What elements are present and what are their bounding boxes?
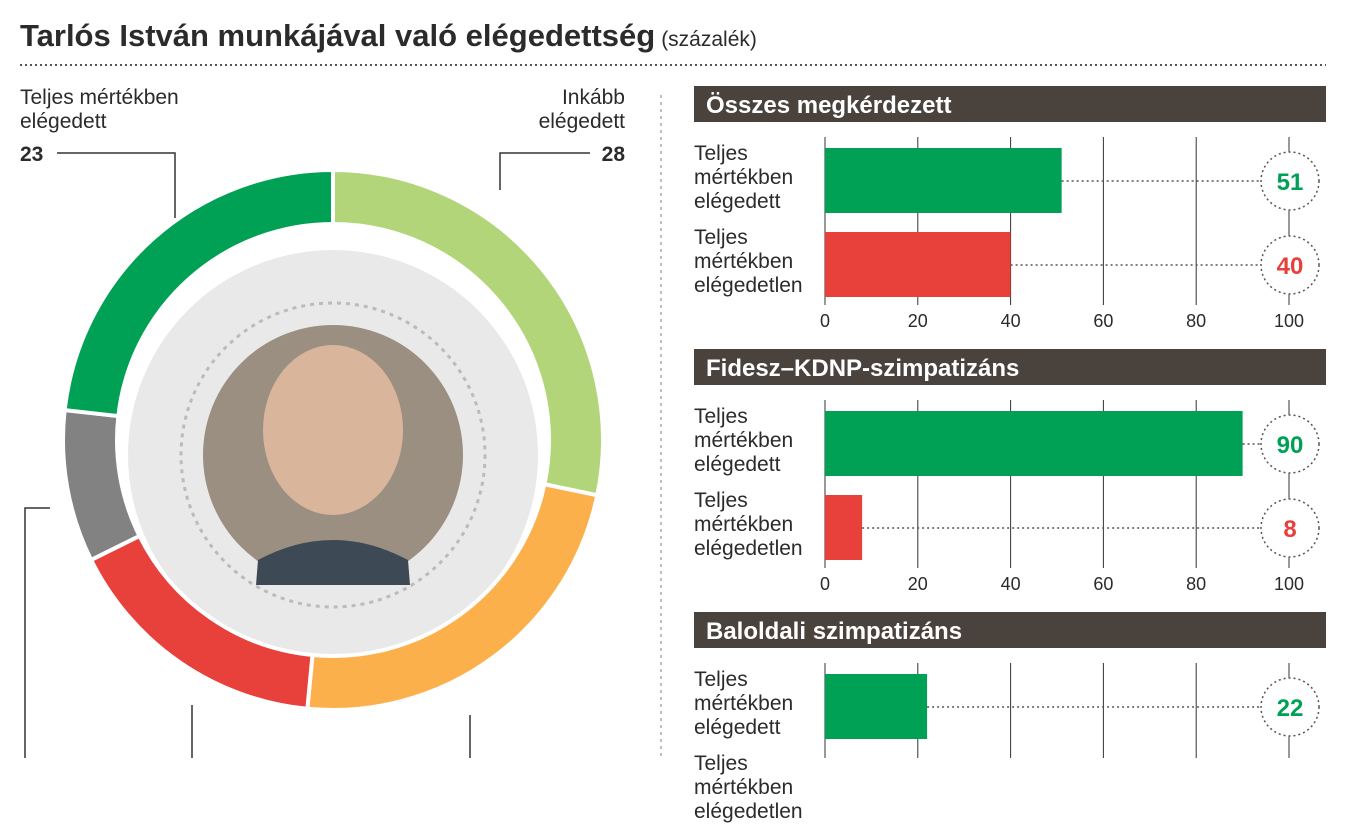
- category-label: Teljes mértékben elégedett: [694, 142, 794, 213]
- bar: [825, 495, 863, 560]
- donut-segment: [62, 167, 335, 419]
- value-badge: [1260, 414, 1320, 474]
- x-tick-label: 80: [1186, 574, 1206, 594]
- category-label: Teljes mértékben elégedett: [694, 405, 794, 476]
- value-badge: [1260, 498, 1320, 558]
- x-tick-label: 0: [820, 311, 830, 331]
- x-tick-label: 60: [1093, 574, 1113, 594]
- x-tick-label: 100: [1274, 311, 1304, 331]
- donut-segment: [61, 407, 143, 563]
- x-tick-label: 0: [820, 574, 830, 594]
- leader-line: [24, 507, 50, 758]
- bar: [825, 674, 928, 739]
- value-label: 90: [1277, 432, 1304, 459]
- panel-header: [694, 612, 1326, 648]
- segment-label: Inkább elégedett: [538, 86, 625, 133]
- x-tick-label: 40: [1001, 574, 1021, 594]
- leader-line: [499, 152, 590, 190]
- value-badge: [1260, 677, 1320, 737]
- segment-value: 28: [602, 143, 626, 166]
- photo-ring: [179, 301, 487, 609]
- bar: [825, 148, 1062, 213]
- panel-title: Fidesz–KDNP-szimpatizáns: [706, 355, 1019, 382]
- photo-suit: [256, 540, 410, 585]
- page-title: Tarlós István munkájával való elégedetts…: [20, 18, 757, 54]
- panel-header: [694, 86, 1326, 122]
- title-unit: (százalék): [661, 28, 757, 51]
- page: Tarlós István munkájával való elégedetts…: [20, 18, 1326, 823]
- title-text: Tarlós István munkájával való elégedetts…: [20, 18, 656, 53]
- value-badge: [1260, 151, 1320, 211]
- x-tick-label: 40: [1001, 311, 1021, 331]
- panel-title: Összes megkérdezett: [706, 92, 951, 119]
- segment-label: Teljes mértékben elégedett: [20, 86, 179, 133]
- segment-value: 23: [20, 143, 43, 166]
- x-tick-label: 80: [1186, 311, 1206, 331]
- bar: [825, 411, 1243, 476]
- value-label: 51: [1277, 169, 1304, 196]
- x-tick-label: 20: [908, 311, 928, 331]
- panel-header: [694, 349, 1326, 385]
- x-tick-label: 60: [1093, 311, 1113, 331]
- value-label: 22: [1277, 695, 1304, 722]
- value-label: 8: [1283, 516, 1296, 543]
- x-tick-label: 100: [1274, 574, 1304, 594]
- category-label: Teljes mértékben elégedetlen: [694, 489, 803, 560]
- category-label: Teljes mértékben elégedett: [694, 668, 794, 739]
- value-badge: [1260, 235, 1320, 295]
- category-label: Teljes mértékben elégedetlen: [694, 752, 803, 823]
- photo-face: [263, 345, 403, 515]
- category-label: Teljes mértékben elégedetlen: [694, 226, 803, 297]
- x-tick-label: 20: [908, 574, 928, 594]
- leader-line: [57, 152, 176, 218]
- value-label: 40: [1277, 253, 1304, 280]
- bar: [825, 232, 1011, 297]
- panel-title: Baloldali szimpatizáns: [706, 618, 962, 645]
